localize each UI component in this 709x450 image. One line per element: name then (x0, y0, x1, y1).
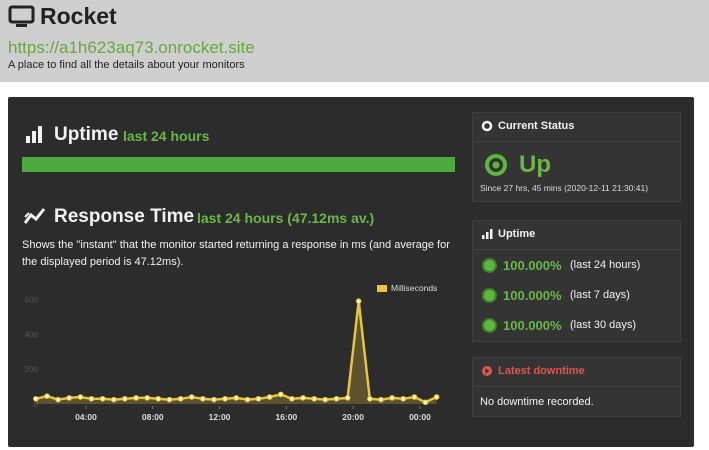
point (222, 395, 228, 402)
site-url[interactable]: https://a1h623aq73.onrocket.site (8, 38, 255, 57)
point (33, 395, 39, 402)
response-chart: 0 200 400 600 04:00 08:00 12:00 16:00 20:00 00:00… (25, 283, 440, 422)
y-tick-label: 0 (34, 400, 39, 409)
x-tick-label: 16:00 (275, 412, 297, 422)
header: Rocket https://a1h623aq73.onrocket.site … (0, 0, 709, 82)
uptime-bar (22, 157, 455, 172)
point (55, 396, 61, 403)
point (378, 396, 384, 403)
uptime-row-period: (last 24 hours) (570, 259, 641, 271)
uptime-box-title: Uptime (498, 228, 536, 240)
point (77, 394, 84, 400)
point (422, 399, 429, 406)
response-heading: Response Time (54, 206, 195, 227)
point (200, 395, 206, 402)
uptime-row-icon (484, 290, 495, 301)
y-tick-label: 600 (25, 295, 39, 304)
point (389, 395, 395, 401)
point (433, 394, 440, 400)
point (411, 394, 418, 400)
box-header (473, 221, 680, 250)
status-title: Current Status (498, 120, 575, 132)
site-title: Rocket (40, 3, 117, 29)
uptime-box (472, 220, 681, 342)
downtime-box (472, 357, 681, 417)
y-tick-label: 200 (25, 365, 39, 374)
x-tick-label: 00:00 (409, 412, 431, 422)
point (99, 395, 106, 402)
uptime-row-period: (last 30 days) (570, 319, 637, 331)
x-tick-label: 12:00 (209, 412, 231, 422)
point (166, 396, 173, 403)
box-header (473, 358, 680, 387)
status-value: Up (519, 151, 551, 178)
uptime-row-value: 100.000% (503, 318, 562, 333)
status-since: Since 27 hrs, 45 mins (2020-12-11 21:30:… (480, 183, 649, 193)
up-icon (485, 154, 507, 176)
point (155, 395, 162, 402)
point (177, 395, 184, 402)
point (344, 395, 351, 401)
box-header (473, 113, 680, 142)
status-dot-icon (481, 120, 493, 132)
status-box (472, 112, 681, 202)
point (122, 395, 128, 402)
y-tick-label: 400 (25, 330, 39, 339)
response-period: last 24 hours (47.12ms av.) (197, 210, 375, 226)
point (266, 394, 273, 400)
area (35, 301, 437, 404)
legend-label: Milliseconds (391, 283, 437, 293)
x-tick-label: 20:00 (342, 412, 364, 422)
point (255, 395, 262, 402)
point (211, 396, 217, 403)
bar-icon (26, 126, 42, 143)
point (400, 395, 407, 402)
downtime-icon (482, 366, 492, 376)
uptime-row-value: 100.000% (503, 288, 562, 303)
point (44, 393, 50, 399)
point (66, 395, 73, 401)
x-tick-label: 04:00 (75, 412, 97, 422)
point (311, 395, 318, 402)
uptime-heading: Uptime (54, 124, 119, 145)
point (289, 395, 295, 402)
point (188, 394, 195, 400)
legend-swatch (377, 285, 387, 292)
line (35, 301, 438, 404)
point (333, 395, 340, 402)
x-tick-label: 08:00 (142, 412, 164, 422)
uptime-row-icon (484, 260, 495, 271)
response-description: Shows the "instant" that the monitor sta… (22, 239, 450, 268)
point (88, 395, 95, 402)
monitor-icon (8, 5, 35, 27)
point (233, 395, 240, 401)
line-icon (24, 208, 46, 224)
point (322, 396, 329, 403)
uptime-row-icon (484, 320, 495, 331)
point (111, 396, 117, 403)
uptime-row-period: (last 7 days) (570, 289, 630, 301)
point (355, 298, 362, 304)
point (144, 395, 151, 401)
point (133, 395, 139, 401)
point (278, 391, 284, 398)
downtime-title: Latest downtime (498, 365, 585, 377)
downtime-message: No downtime recorded. (480, 396, 594, 408)
bar-icon (482, 229, 493, 239)
point (367, 395, 373, 402)
site-subtitle: A place to find all the details about yo… (8, 59, 245, 71)
uptime-period: last 24 hours (123, 128, 210, 144)
point (300, 395, 306, 401)
uptime-row-value: 100.000% (503, 258, 562, 273)
point (244, 396, 251, 403)
